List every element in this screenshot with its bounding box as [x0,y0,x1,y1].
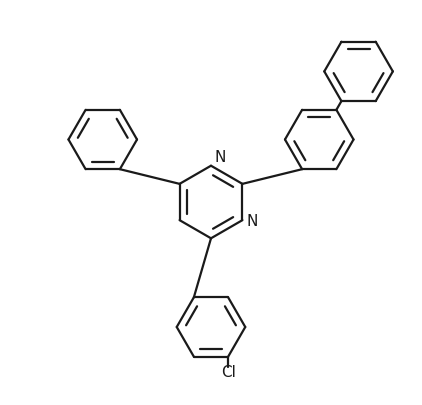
Text: Cl: Cl [221,364,235,379]
Text: N: N [214,150,226,165]
Text: N: N [246,213,258,228]
